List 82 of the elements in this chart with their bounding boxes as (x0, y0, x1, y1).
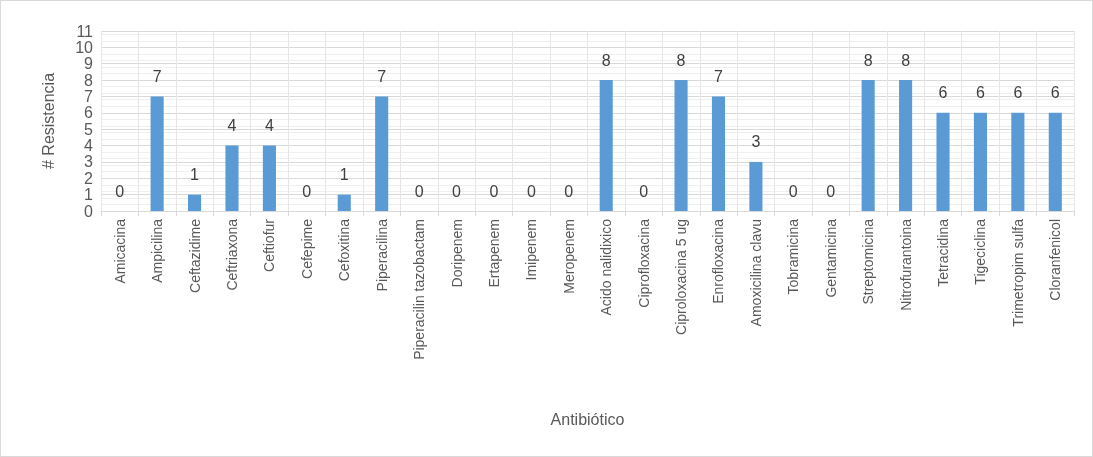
x-tick-label: Ceftiofur (261, 218, 278, 272)
x-tick-label: Cefepime (298, 218, 315, 279)
y-tick-label: 3 (84, 153, 94, 171)
y-tick-label: 6 (84, 104, 94, 122)
data-label: 8 (863, 51, 873, 69)
y-tick-label: 7 (84, 87, 94, 105)
bar (188, 194, 202, 211)
bar (150, 96, 164, 211)
data-label: 7 (152, 67, 162, 85)
x-tick-label: Tetracidina (935, 218, 952, 287)
y-tick-label: 2 (84, 169, 94, 187)
x-tick-label: Ertapenem (485, 219, 502, 288)
data-label: 8 (601, 51, 611, 69)
bar (225, 145, 239, 211)
data-label: 6 (938, 84, 948, 102)
x-tick-label: Tigeciclina (972, 218, 989, 285)
data-label: 0 (788, 182, 798, 200)
bar (262, 145, 276, 211)
bar (375, 96, 389, 211)
data-label: 4 (227, 117, 237, 135)
x-tick-label: Piperacilin tazobactam (411, 219, 428, 360)
data-label: 0 (826, 182, 836, 200)
x-tick-label: Acido nalidixico (598, 218, 615, 316)
y-tick-label: 10 (75, 38, 94, 56)
bar (1011, 112, 1025, 211)
x-tick-label: Imipenem (523, 219, 540, 281)
data-label: 0 (414, 182, 424, 200)
y-axis-title: # Resistencia (39, 72, 57, 170)
bar (749, 161, 763, 211)
data-label: 0 (639, 182, 649, 200)
data-label: 3 (751, 133, 761, 151)
y-tick-label: 11 (76, 22, 94, 40)
x-tick-label: Amicacina (111, 218, 128, 284)
data-label: 0 (489, 182, 499, 200)
y-tick-label: 8 (84, 71, 94, 89)
data-label: 8 (901, 51, 911, 69)
data-label: 7 (714, 67, 724, 85)
data-label: 0 (564, 182, 574, 200)
x-tick-label: Doripenem (448, 219, 465, 288)
data-label: 0 (115, 182, 125, 200)
y-tick-label: 9 (84, 55, 94, 73)
y-tick-label: 1 (84, 186, 94, 204)
x-tick-label: Ceftazidime (186, 218, 203, 293)
bar (674, 80, 688, 211)
x-tick-label: Ceftriaxona (223, 218, 240, 291)
x-tick-label: Cloranfenicol (1047, 219, 1064, 301)
x-tick-label: Trimetropim sulfa (1009, 218, 1026, 327)
bar (861, 80, 875, 211)
data-label: 6 (1050, 84, 1060, 102)
y-tick-label: 0 (84, 202, 94, 220)
x-axis-title: Antibiótico (550, 410, 625, 428)
bar (899, 80, 913, 211)
data-label: 6 (1013, 84, 1023, 102)
data-label: 0 (526, 182, 536, 200)
x-tick-label: Enrofloxacina (710, 218, 727, 304)
bar (337, 194, 351, 211)
data-label: 1 (339, 166, 349, 184)
x-tick-label: Cefoxitina (336, 218, 353, 282)
x-tick-label: Amoxicilina clavu (747, 219, 764, 327)
data-label: 0 (452, 182, 462, 200)
data-label: 4 (264, 117, 274, 135)
x-tick-label: Gentamicina (822, 218, 839, 298)
data-label: 8 (676, 51, 686, 69)
bar (1048, 112, 1062, 211)
bar (711, 96, 726, 211)
bar (599, 80, 613, 211)
x-tick-label: Nitrofurantoina (897, 218, 914, 311)
x-tick-label: Meropenem (560, 219, 577, 294)
x-tick-label: Ampicilina (149, 218, 166, 283)
x-tick-label: Piperacilina (373, 218, 390, 292)
data-label: 1 (190, 166, 200, 184)
data-label: 0 (302, 182, 312, 200)
x-tick-label: Ciproloxacina 5 ug (673, 219, 690, 335)
data-label: 6 (975, 84, 985, 102)
bar (936, 112, 950, 211)
y-tick-label: 5 (84, 120, 94, 138)
x-tick-label: Tobramicina (785, 218, 802, 295)
bar (973, 112, 987, 211)
data-label: 7 (377, 67, 387, 85)
x-tick-label: Ciprofloxacina (635, 218, 652, 308)
y-tick-label: 4 (84, 137, 94, 155)
x-tick-label: Streptomicina (860, 218, 877, 305)
